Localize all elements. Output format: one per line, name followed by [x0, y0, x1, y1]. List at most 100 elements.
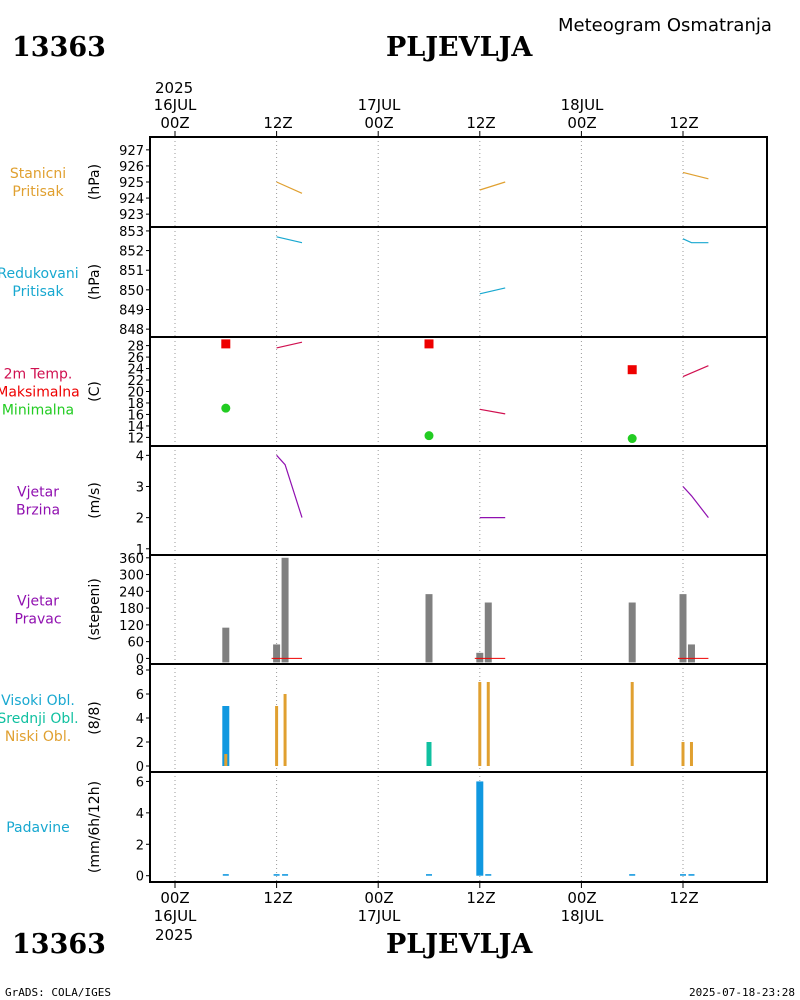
y-tick-label: 926 [119, 160, 144, 175]
y-tick-label: 14 [127, 420, 144, 435]
direction-bar [281, 557, 289, 663]
panel-frame [149, 663, 768, 773]
min-marker [627, 434, 637, 444]
y-tick-label: 0 [136, 652, 144, 667]
precip-bar [629, 874, 636, 876]
direction-bar [222, 627, 230, 663]
y-axis-title: (hPa) [87, 164, 103, 200]
series-line [682, 365, 709, 378]
y-tick-label: 0 [136, 870, 144, 885]
y-tick-label: 24 [127, 363, 144, 378]
series-line [276, 454, 303, 518]
hour-label-top: 12Z [466, 114, 495, 132]
hour-label-bottom: 00Z [567, 889, 596, 907]
y-tick-label: 2 [136, 838, 144, 853]
panel-label: Minimalna [2, 403, 74, 419]
panel-label: Redukovani [0, 266, 79, 282]
timestamp-text: 2025-07-18-23:28 [689, 986, 795, 999]
hour-label-top: 00Z [364, 114, 393, 132]
cloud-bar [222, 706, 230, 766]
station-id-bottom: 13363 [12, 929, 106, 960]
cloud-bar [426, 742, 432, 766]
hour-label-top: 12Z [263, 114, 292, 132]
series-line [682, 486, 709, 518]
min-marker [424, 431, 434, 441]
cloud-bar [630, 682, 634, 766]
min-marker [221, 403, 231, 413]
hour-label-bottom: 12Z [466, 889, 495, 907]
y-tick-label: 12 [127, 431, 144, 446]
precip-bar [282, 874, 289, 876]
hour-label-bottom: 00Z [160, 889, 189, 907]
station-name-top: PLJEVLJA [386, 32, 533, 63]
direction-bar [273, 644, 281, 663]
hour-label-bottom: 00Z [364, 889, 393, 907]
precip-bar [688, 874, 695, 876]
y-tick-label: 0 [136, 760, 144, 775]
panel-2: 848 849 850 851 852 853 (hPa) Redukovani Pritisa… [0, 225, 768, 338]
y-axis-title: (8/8) [87, 701, 103, 734]
y-tick-label: 22 [127, 374, 144, 389]
panel-frame [149, 771, 768, 883]
y-tick-label: 2 [136, 512, 144, 527]
y-axis-title: (m/s) [87, 482, 103, 519]
series-line [479, 408, 506, 415]
y-tick-label: 6 [136, 688, 144, 703]
y-tick-label: 927 [119, 144, 144, 159]
panel-label: Visoki Obl. [1, 693, 75, 709]
panel-label: Pritisak [12, 184, 64, 200]
panel-label: Pritisak [12, 284, 64, 300]
y-tick-label: 60 [127, 636, 144, 651]
y-tick-label: 3 [136, 480, 144, 495]
precip-bar [426, 874, 432, 876]
y-tick-label: 923 [119, 208, 144, 223]
series-line [276, 341, 303, 349]
y-tick-label: 360 [119, 552, 144, 567]
y-tick-label: 849 [119, 304, 144, 319]
y-tick-label: 300 [119, 569, 144, 584]
date-label-top: 16JUL [154, 96, 197, 114]
hour-label-top: 00Z [160, 114, 189, 132]
panel-frame [149, 445, 768, 556]
y-tick-label: 26 [127, 351, 144, 366]
date-label-bottom: 17JUL [358, 907, 401, 925]
panel-frame [149, 336, 768, 447]
max-marker [221, 339, 231, 349]
y-tick-label: 4 [136, 449, 144, 464]
panel-label: 2m Temp. [4, 367, 73, 383]
precip-bar [273, 874, 280, 876]
cloud-bar [689, 742, 693, 766]
cloud-bar [275, 706, 279, 766]
y-tick-label: 4 [136, 807, 144, 822]
precip-bar [680, 874, 686, 876]
series-line [276, 181, 303, 194]
direction-bar [687, 644, 695, 663]
cloud-bar [681, 742, 685, 766]
chart-subtitle: Meteogram Osmatranja [558, 15, 772, 36]
year-bottom: 2025 [155, 926, 193, 944]
y-tick-label: 4 [136, 712, 144, 727]
direction-bar [679, 594, 687, 663]
cloud-bar [224, 754, 228, 766]
panel-4: 1 2 3 4 (m/s) Vjetar Brzina [16, 445, 768, 558]
precip-bar [485, 874, 492, 876]
cloud-bar [486, 682, 490, 766]
y-tick-label: 6 [136, 775, 144, 790]
y-tick-label: 924 [119, 192, 144, 207]
direction-bar [425, 594, 433, 663]
hour-label-bottom: 12Z [669, 889, 698, 907]
direction-bar [476, 652, 484, 663]
y-tick-label: 18 [127, 397, 144, 412]
precip-bar [476, 781, 484, 876]
hour-label-bottom: 12Z [263, 889, 292, 907]
y-tick-label: 16 [127, 408, 144, 423]
y-tick-label: 853 [119, 225, 144, 240]
station-id-top: 13363 [12, 32, 106, 63]
y-axis-title: (stepeni) [87, 578, 103, 641]
panel-label: Srednji Obl. [0, 711, 79, 727]
panel-label: Vjetar [17, 485, 59, 501]
cloud-bar [478, 682, 482, 766]
